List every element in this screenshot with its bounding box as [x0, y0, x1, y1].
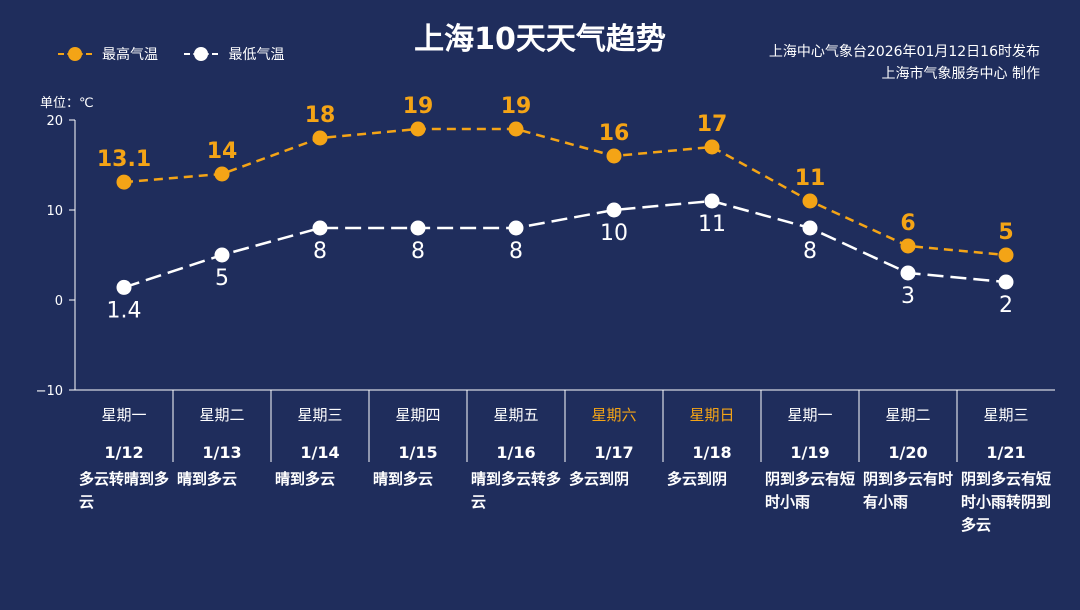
day-column: 星期四 1/15 晴到多云 — [369, 392, 467, 491]
low-temp-point — [998, 274, 1014, 290]
legend-item-high: 最高气温 — [58, 44, 158, 64]
weekday-label: 星期一 — [101, 406, 147, 424]
low-temp-line — [123, 199, 1007, 289]
date-label: 1/14 — [300, 443, 340, 462]
weekday-label: 星期三 — [983, 406, 1029, 424]
day-column: 星期二 1/13 晴到多云 — [173, 392, 271, 491]
high-temp-label: 19 — [501, 94, 532, 119]
low-temp-point — [410, 220, 426, 236]
low-temp-point — [802, 220, 818, 236]
day-column: 星期二 1/20 阴到多云有时有小雨 — [859, 392, 957, 514]
day-column: 星期一 1/12 多云转晴到多云 — [75, 392, 173, 514]
low-temp-point — [606, 202, 622, 218]
high-temp-label: 18 — [305, 103, 336, 128]
weather-description: 阴到多云有短时小雨转阴到多云 — [961, 470, 1052, 534]
day-column: 星期日 1/18 多云到阴 — [663, 392, 761, 491]
low-temp-label: 1.4 — [107, 298, 142, 323]
issuer-line-1: 上海中心气象台2026年01月12日16时发布 — [768, 44, 1040, 60]
day-column: 星期一 1/19 阴到多云有短时小雨 — [761, 392, 859, 514]
high-temp-point — [214, 166, 230, 182]
low-temp-point — [704, 193, 720, 209]
weather-description: 阴到多云有时有小雨 — [863, 470, 954, 511]
high-temp-point — [900, 238, 916, 254]
date-label: 1/12 — [104, 443, 144, 462]
legend: 最高气温 最低气温 — [58, 44, 306, 65]
weekday-label: 星期二 — [199, 406, 245, 424]
date-label: 1/15 — [398, 443, 438, 462]
issuer-info: 上海中心气象台2026年01月12日16时发布 上海市气象服务中心 制作 — [769, 41, 1040, 85]
low-temp-label: 5 — [215, 266, 229, 291]
issuer-line-2: 上海市气象服务中心 制作 — [881, 66, 1040, 82]
date-label: 1/19 — [790, 443, 830, 462]
low-temp-label: 8 — [313, 239, 327, 264]
weather-description: 多云转晴到多云 — [79, 470, 170, 511]
low-temp-label: 3 — [901, 284, 915, 309]
day-column: 星期五 1/16 晴到多云转多云 — [467, 392, 565, 514]
weather-description: 多云到阴 — [569, 470, 630, 488]
high-temp-point — [116, 174, 132, 190]
chart-title: 上海10天天气趋势 — [414, 22, 666, 57]
high-temp-label: 14 — [207, 139, 238, 164]
high-temp-label: 5 — [998, 220, 1013, 245]
high-temp-point — [312, 130, 328, 146]
weather-description: 晴到多云转多云 — [471, 470, 562, 511]
low-temp-label: 11 — [698, 212, 726, 237]
low-temp-label: 2 — [999, 293, 1013, 318]
high-temp-point — [410, 121, 426, 137]
high-temp-point — [704, 139, 720, 155]
date-label: 1/18 — [692, 443, 732, 462]
weather-description: 阴到多云有短时小雨 — [765, 470, 856, 511]
low-temp-point — [900, 265, 916, 281]
low-temp-point — [116, 279, 132, 295]
legend-swatch-low — [184, 47, 219, 61]
high-temp-label: 16 — [599, 121, 630, 146]
weather-description: 多云到阴 — [667, 470, 728, 488]
weekday-label: 星期五 — [493, 406, 539, 424]
low-temp-point — [508, 220, 524, 236]
high-temp-label: 13.1 — [97, 147, 151, 172]
high-temp-line — [123, 127, 1007, 257]
day-column: 星期三 1/14 晴到多云 — [271, 392, 369, 491]
date-label: 1/16 — [496, 443, 536, 462]
high-temp-label: 19 — [403, 94, 434, 119]
high-temp-point — [508, 121, 524, 137]
day-column: 星期三 1/21 阴到多云有短时小雨转阴到多云 — [957, 392, 1055, 537]
weekday-label: 星期日 — [689, 406, 735, 424]
low-temp-label: 8 — [509, 239, 523, 264]
high-temp-point — [802, 193, 818, 209]
y-tick-label: 10 — [46, 204, 63, 219]
y-tick-label: −10 — [36, 384, 63, 399]
y-tick-label: 0 — [55, 294, 63, 309]
weekday-label: 星期一 — [787, 406, 833, 424]
low-temp-label: 8 — [411, 239, 425, 264]
low-temp-point — [214, 247, 230, 263]
weekday-label: 星期二 — [885, 406, 931, 424]
legend-swatch-high — [58, 47, 92, 61]
weekday-label: 星期六 — [591, 406, 637, 424]
unit-label: 单位：℃ — [40, 96, 94, 111]
weather-description: 晴到多云 — [373, 470, 434, 488]
low-temp-label: 10 — [600, 221, 628, 246]
high-temp-point — [606, 148, 622, 164]
high-temp-label: 6 — [900, 211, 915, 236]
y-tick-label: 20 — [46, 114, 63, 129]
low-temp-label: 8 — [803, 239, 817, 264]
date-label: 1/20 — [888, 443, 928, 462]
legend-label-low: 最低气温 — [228, 47, 285, 63]
weekday-label: 星期三 — [297, 406, 343, 424]
legend-label-high: 最高气温 — [102, 47, 158, 63]
day-column: 星期六 1/17 多云到阴 — [565, 392, 663, 491]
date-label: 1/21 — [986, 443, 1026, 462]
low-temp-point — [312, 220, 328, 236]
weekday-label: 星期四 — [395, 406, 441, 424]
date-label: 1/13 — [202, 443, 242, 462]
high-temp-label: 11 — [795, 166, 826, 191]
weather-description: 晴到多云 — [275, 470, 336, 488]
date-label: 1/17 — [594, 443, 634, 462]
weather-description: 晴到多云 — [177, 470, 238, 488]
legend-item-low: 最低气温 — [184, 44, 284, 64]
high-temp-point — [998, 247, 1014, 263]
high-temp-label: 17 — [697, 112, 728, 137]
